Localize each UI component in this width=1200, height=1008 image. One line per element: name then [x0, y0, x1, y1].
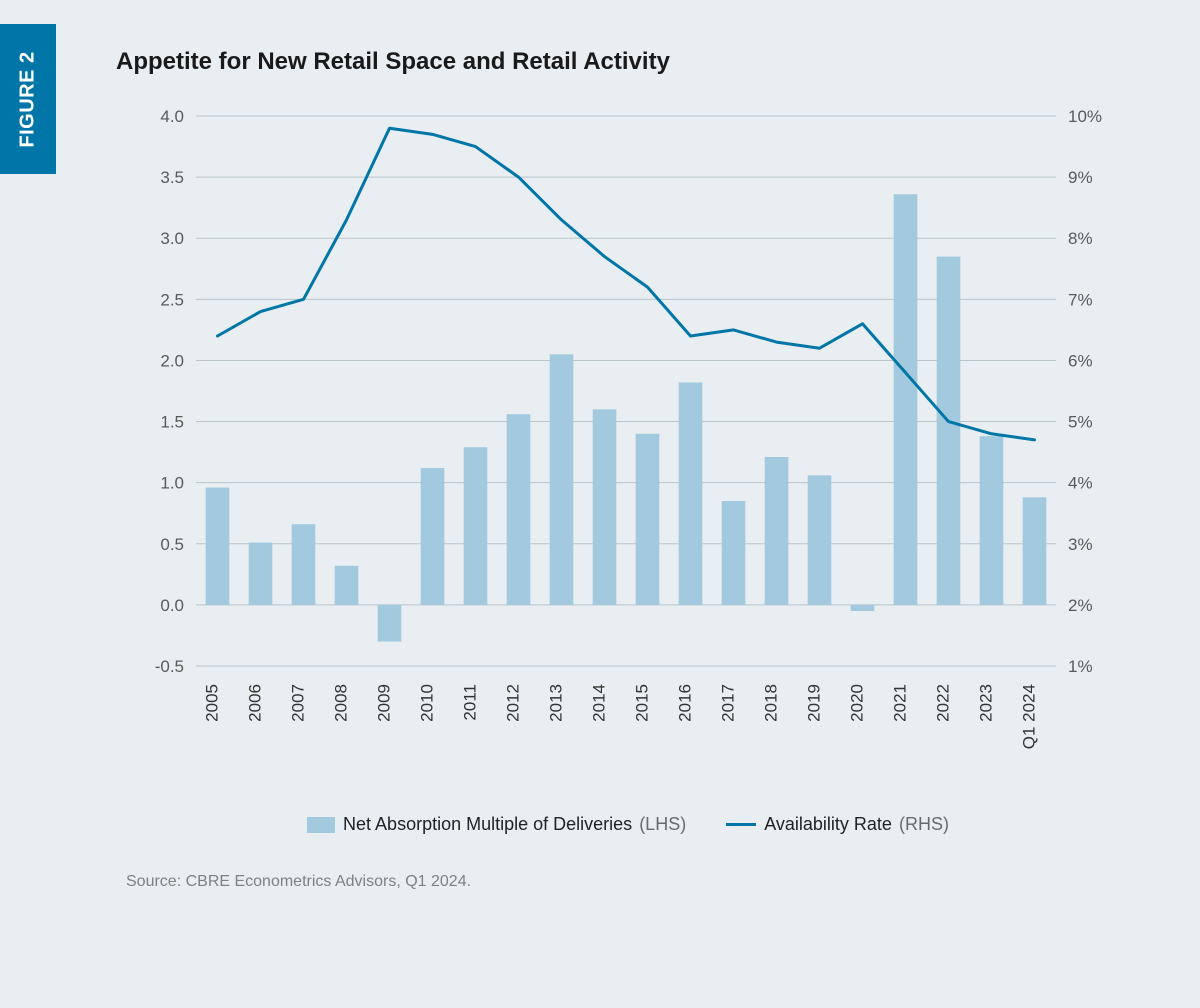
svg-text:2005: 2005 [203, 684, 222, 722]
legend-bar-label: Net Absorption Multiple of Deliveries (L… [343, 814, 686, 835]
svg-text:2015: 2015 [633, 684, 652, 722]
legend: Net Absorption Multiple of Deliveries (L… [116, 814, 1140, 835]
svg-text:-0.5: -0.5 [155, 657, 184, 676]
svg-text:2022: 2022 [934, 684, 953, 722]
svg-text:2008: 2008 [332, 684, 351, 722]
svg-text:2012: 2012 [504, 684, 523, 722]
svg-text:1%: 1% [1068, 657, 1093, 676]
svg-text:2023: 2023 [977, 684, 996, 722]
svg-text:8%: 8% [1068, 229, 1093, 248]
svg-text:3.0: 3.0 [160, 229, 184, 248]
svg-text:2006: 2006 [246, 684, 265, 722]
svg-text:2019: 2019 [805, 684, 824, 722]
svg-text:1.5: 1.5 [160, 413, 184, 432]
svg-text:2016: 2016 [676, 684, 695, 722]
svg-text:2014: 2014 [590, 684, 609, 722]
legend-swatch-line [726, 823, 756, 826]
plot-area: -0.5 0.0 0.5 1.0 1.5 2.0 2.5 3.0 3.5 4.0 1% 2% 3% 4% 5… [126, 106, 1126, 786]
source-text: Source: CBRE Econometrics Advisors, Q1 2… [126, 873, 1140, 891]
svg-text:4%: 4% [1068, 474, 1093, 493]
svg-text:Q1 2024: Q1 2024 [1020, 684, 1039, 749]
svg-text:2%: 2% [1068, 596, 1093, 615]
chart-container: Appetite for New Retail Space and Retail… [56, 0, 1200, 931]
legend-swatch-bar [307, 817, 335, 833]
svg-text:5%: 5% [1068, 413, 1093, 432]
svg-text:2007: 2007 [289, 684, 308, 722]
svg-text:3.5: 3.5 [160, 168, 184, 187]
svg-text:10%: 10% [1068, 107, 1102, 126]
svg-text:0.5: 0.5 [160, 535, 184, 554]
svg-text:6%: 6% [1068, 351, 1093, 370]
svg-text:9%: 9% [1068, 168, 1093, 187]
svg-text:2018: 2018 [762, 684, 781, 722]
svg-text:2013: 2013 [547, 684, 566, 722]
svg-text:2020: 2020 [848, 684, 867, 722]
figure-tab: FIGURE 2 [0, 24, 56, 174]
svg-text:2017: 2017 [719, 684, 738, 722]
svg-text:2.0: 2.0 [160, 351, 184, 370]
chart-svg: -0.5 0.0 0.5 1.0 1.5 2.0 2.5 3.0 3.5 4.0 1% 2% 3% 4% 5… [126, 106, 1126, 786]
svg-text:2009: 2009 [375, 684, 394, 722]
svg-text:2011: 2011 [461, 684, 480, 721]
svg-text:1.0: 1.0 [160, 474, 184, 493]
svg-text:0.0: 0.0 [160, 596, 184, 615]
svg-text:2010: 2010 [418, 684, 437, 722]
legend-line-label: Availability Rate (RHS) [764, 814, 949, 835]
svg-text:7%: 7% [1068, 290, 1093, 309]
chart-title: Appetite for New Retail Space and Retail… [116, 48, 1140, 76]
svg-text:4.0: 4.0 [160, 107, 184, 126]
legend-item-line: Availability Rate (RHS) [726, 814, 949, 835]
svg-text:2.5: 2.5 [160, 290, 184, 309]
legend-item-bar: Net Absorption Multiple of Deliveries (L… [307, 814, 686, 835]
svg-text:3%: 3% [1068, 535, 1093, 554]
figure-tab-label: FIGURE 2 [17, 51, 40, 147]
svg-text:2021: 2021 [891, 684, 910, 722]
